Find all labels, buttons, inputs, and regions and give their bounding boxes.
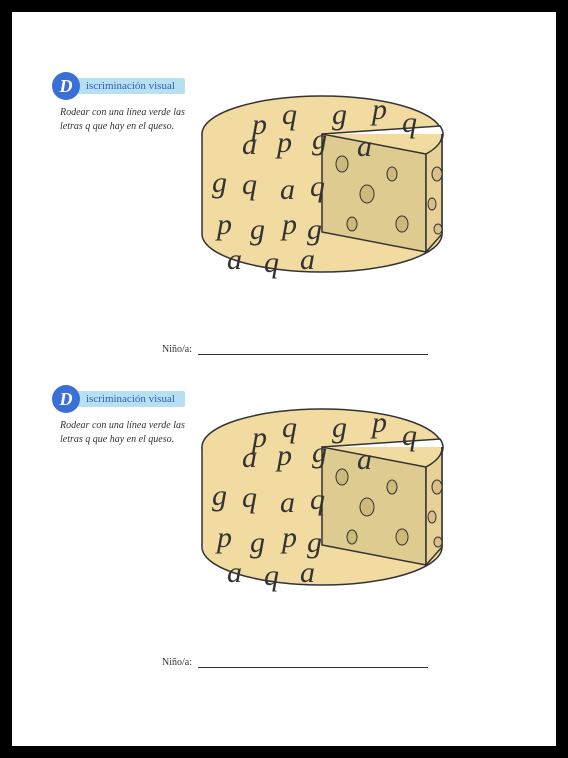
cheese-letter: a bbox=[300, 556, 315, 589]
header-circle: D bbox=[52, 385, 80, 413]
header-circle: D bbox=[52, 72, 80, 100]
cheese-letter: p bbox=[370, 93, 387, 126]
cheese-letter: a bbox=[280, 486, 295, 519]
instruction-text: Rodear con una línea verde las letras q … bbox=[60, 419, 190, 447]
cheese-letter: p bbox=[215, 208, 232, 241]
cheese-letter: a bbox=[227, 243, 242, 276]
cheese-letter: a bbox=[242, 441, 257, 474]
worksheet-bottom: D iscriminación visual Rodear con una lí… bbox=[52, 385, 516, 668]
cheese-letter: p bbox=[370, 406, 387, 439]
name-field: Niño/a: bbox=[162, 657, 516, 668]
header-title: iscriminación visual bbox=[66, 391, 185, 407]
cheese-letter: q bbox=[242, 168, 257, 201]
name-label: Niño/a: bbox=[162, 344, 192, 355]
cheese-letter: g bbox=[307, 526, 322, 559]
cheese-letter: q bbox=[264, 559, 279, 592]
name-line[interactable] bbox=[198, 667, 428, 668]
cheese-letter: g bbox=[250, 213, 265, 246]
cheese-letter: a bbox=[280, 173, 295, 206]
cheese-letter: g bbox=[332, 411, 347, 444]
name-field: Niño/a: bbox=[162, 344, 516, 355]
cheese-letter: a bbox=[300, 243, 315, 276]
worksheet-top: D iscriminación visual Rodear con una lí… bbox=[52, 72, 516, 355]
cheese-letter: g bbox=[312, 436, 327, 469]
cheese-letter: p bbox=[275, 439, 292, 472]
cheese-letter: g bbox=[212, 479, 227, 512]
instruction-text: Rodear con una línea verde las letras q … bbox=[60, 106, 190, 134]
cheese-letter: g bbox=[212, 166, 227, 199]
cheese-letter: p bbox=[280, 208, 297, 241]
cheese-letter: g bbox=[307, 213, 322, 246]
cheese-letter: g bbox=[250, 526, 265, 559]
cheese-letter: q bbox=[402, 106, 417, 139]
cheese-letter: q bbox=[310, 170, 325, 203]
name-label: Niño/a: bbox=[162, 657, 192, 668]
cheese-letter: g bbox=[332, 98, 347, 131]
cheese-letter: g bbox=[312, 123, 327, 156]
cheese-letter: q bbox=[310, 483, 325, 516]
cheese-letter: a bbox=[227, 556, 242, 589]
header-title: iscriminación visual bbox=[66, 78, 185, 94]
cheese-letter: a bbox=[242, 128, 257, 161]
cheese-letter: q bbox=[242, 481, 257, 514]
cheese-letter: a bbox=[357, 130, 372, 163]
worksheet-page: D iscriminación visual Rodear con una lí… bbox=[12, 12, 556, 746]
cheese-letter: q bbox=[264, 246, 279, 279]
cheese-letter: a bbox=[357, 443, 372, 476]
cheese-letter: p bbox=[280, 521, 297, 554]
cheese-letter: p bbox=[215, 521, 232, 554]
cheese-illustration: p q g p q a p g a g q a q p g p g a q a bbox=[192, 397, 492, 602]
cheese-letter: q bbox=[402, 419, 417, 452]
cheese-letter: p bbox=[275, 126, 292, 159]
name-line[interactable] bbox=[198, 354, 428, 355]
cheese-illustration: p q g p q a p g a g q a q p g p g a q a bbox=[192, 84, 492, 289]
